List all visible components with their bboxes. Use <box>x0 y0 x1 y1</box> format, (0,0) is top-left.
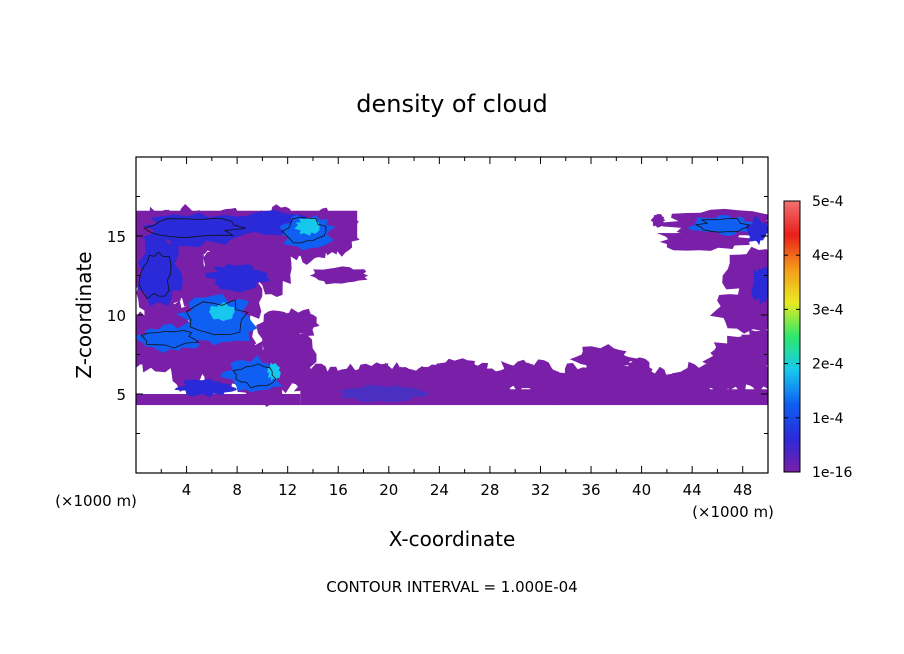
cloud-blob <box>636 366 680 401</box>
cloud-blob <box>174 378 238 398</box>
x-tick-label: 40 <box>632 481 651 499</box>
colorbar-ticks: 1e-16 1e-4 2e-4 3e-4 4e-4 5e-4 <box>784 194 852 481</box>
cloud-blob <box>318 211 360 257</box>
cloud-blob <box>137 235 183 307</box>
contour-line <box>140 330 200 349</box>
x-unit-label: (×1000 m) <box>692 503 774 521</box>
cloud-blob <box>205 263 271 293</box>
colorbar-tick-label: 5e-4 <box>812 194 844 210</box>
cloud-blob <box>208 302 235 322</box>
y-axis-label: Z-coordinate <box>72 251 96 378</box>
cloud-blob <box>574 367 618 400</box>
y-tick-label: 10 <box>107 307 126 325</box>
cloud-blob <box>569 344 641 375</box>
cloud-blob <box>219 355 283 393</box>
x-tick-label: 36 <box>581 481 600 499</box>
cloud-field <box>136 204 768 407</box>
x-tick-label: 44 <box>683 481 702 499</box>
x-tick-label: 16 <box>329 481 348 499</box>
cloud-band <box>136 394 301 406</box>
x-tick-label: 4 <box>182 481 192 499</box>
cloud-blob <box>267 362 281 381</box>
colorbar-tick-label: 1e-16 <box>812 465 852 481</box>
cloud-blob <box>419 358 480 380</box>
x-tick-label: 24 <box>430 481 449 499</box>
cloud-blob <box>294 217 320 236</box>
x-tick-label: 48 <box>733 481 752 499</box>
cloud-blob <box>712 359 757 393</box>
cloud-blob <box>276 308 320 336</box>
x-tick-label: 32 <box>531 481 550 499</box>
cloud-blob <box>309 266 369 285</box>
x-tick-label: 20 <box>379 481 398 499</box>
cloud-blob <box>709 288 768 334</box>
cloud-blob <box>279 335 313 363</box>
colorbar-tick-label: 3e-4 <box>812 302 844 318</box>
contour-line <box>695 218 750 233</box>
colorbar-tick-label: 1e-4 <box>812 411 844 427</box>
cloud-blob <box>734 359 768 391</box>
cloud-blob <box>140 212 247 248</box>
y-unit-label: (×1000 m) <box>55 492 137 510</box>
cloud-blob <box>687 215 760 237</box>
x-axis-label: X-coordinate <box>389 527 516 551</box>
y-tick-label: 15 <box>107 228 126 246</box>
cloud-blob <box>650 213 666 228</box>
x-tick-label: 28 <box>480 481 499 499</box>
chart-title: density of cloud <box>356 90 547 118</box>
cloud-blob <box>738 328 768 356</box>
contour-line <box>185 299 249 336</box>
contour-line <box>138 251 172 300</box>
cloud-blob <box>337 385 429 403</box>
cloud-blob <box>250 229 292 297</box>
y-tick-label: 5 <box>116 386 126 404</box>
y-axis: 5 10 15 <box>107 196 768 434</box>
colorbar-tick-label: 4e-4 <box>812 248 844 264</box>
x-axis: 4 8 12 16 20 24 28 32 36 40 44 48 <box>160 157 752 499</box>
x-tick-label: 12 <box>278 481 297 499</box>
contour-line <box>281 216 327 244</box>
contour-line <box>232 363 277 389</box>
x-tick-label: 8 <box>232 481 242 499</box>
cloud-blob <box>745 215 768 246</box>
colorbar <box>783 200 801 473</box>
contour-line <box>143 217 246 239</box>
cloud-blob <box>751 265 768 306</box>
contour-interval-note: CONTOUR INTERVAL = 1.000E-04 <box>326 578 577 596</box>
colorbar-tick-label: 2e-4 <box>812 357 844 373</box>
